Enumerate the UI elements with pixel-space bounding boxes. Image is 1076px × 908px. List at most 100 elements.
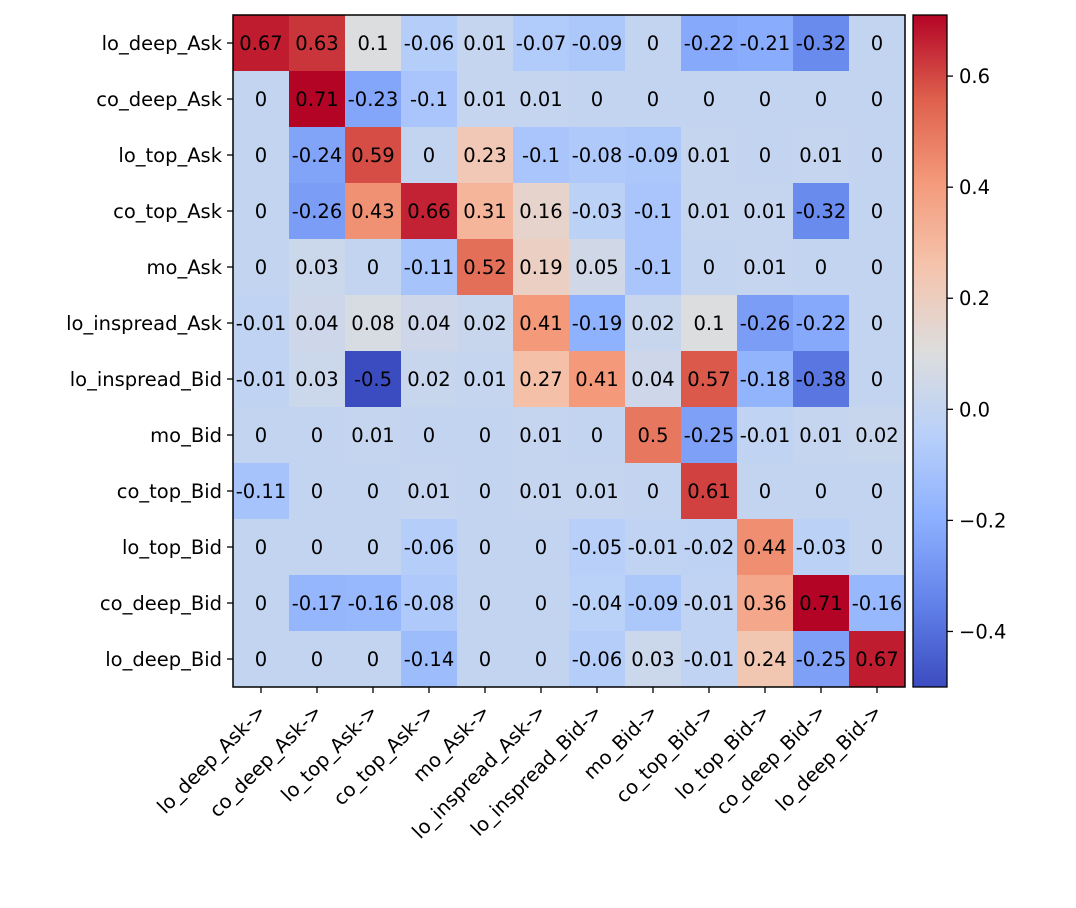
heatmap-cell [737, 295, 794, 352]
heatmap-cell [737, 239, 794, 296]
cell-value-label: -0.06 [404, 536, 454, 559]
heatmap-cell [681, 239, 738, 296]
cell-value-label: 0 [871, 536, 883, 559]
cell-value-label: -0.09 [628, 144, 678, 167]
heatmap-cell [849, 351, 906, 408]
heatmap-cell [849, 71, 906, 128]
cell-value-label: -0.05 [572, 536, 622, 559]
row-label: co_top_Bid [117, 480, 222, 503]
heatmap-cell [569, 519, 626, 576]
heatmap-cell [513, 127, 570, 184]
cell-value-label: -0.01 [684, 592, 734, 615]
heatmap-cell [737, 575, 794, 632]
cell-value-label: 0.01 [519, 480, 562, 503]
cell-value-label: 0.5 [637, 424, 668, 447]
heatmap-cell [513, 519, 570, 576]
cell-value-label: 0.03 [295, 368, 338, 391]
row-label: mo_Ask [147, 256, 223, 279]
heatmap-cell [625, 631, 682, 688]
cell-value-label: 0 [255, 536, 267, 559]
heatmap-cell [345, 575, 402, 632]
cell-value-label: -0.1 [634, 256, 672, 279]
heatmap-cell [345, 407, 402, 464]
heatmap-cell [513, 239, 570, 296]
heatmap-cell [681, 71, 738, 128]
cell-value-label: -0.17 [292, 592, 342, 615]
cell-value-label: -0.1 [522, 144, 560, 167]
heatmap-cell [457, 71, 514, 128]
cell-value-label: -0.09 [572, 32, 622, 55]
heatmap-cell [793, 463, 850, 520]
heatmap-cell [513, 295, 570, 352]
cell-value-label: 0 [871, 368, 883, 391]
heatmap-cell [345, 71, 402, 128]
cell-value-label: 0.57 [687, 368, 730, 391]
cell-value-label: 0 [871, 312, 883, 335]
cell-value-label: 0 [815, 256, 827, 279]
heatmap-cell [345, 15, 402, 72]
heatmap-cell [345, 631, 402, 688]
cell-value-label: 0 [423, 424, 435, 447]
heatmap-cell [625, 407, 682, 464]
heatmap-cell [513, 631, 570, 688]
heatmap-cell [737, 463, 794, 520]
cell-value-label: 0 [535, 592, 547, 615]
heatmap-cell [513, 575, 570, 632]
heatmap-cell [289, 519, 346, 576]
cell-value-label: 0 [871, 200, 883, 223]
heatmap-cell [625, 71, 682, 128]
cell-value-label: 0.27 [519, 368, 562, 391]
heatmap-cell [569, 351, 626, 408]
cell-value-label: 0 [255, 648, 267, 671]
cell-value-label: 0.04 [407, 312, 450, 335]
heatmap-cell [849, 575, 906, 632]
cell-value-label: -0.08 [572, 144, 622, 167]
column-label: lo_top_Ask-> [276, 700, 382, 806]
heatmap-cell [793, 407, 850, 464]
heatmap-cell [289, 183, 346, 240]
heatmap-cell [401, 351, 458, 408]
cell-value-label: 0 [479, 480, 491, 503]
cell-value-label: -0.01 [740, 424, 790, 447]
cell-value-label: 0.1 [693, 312, 724, 335]
cell-value-label: 0.04 [295, 312, 338, 335]
heatmap-cell [681, 295, 738, 352]
heatmap-cell [569, 463, 626, 520]
heatmap-cell [345, 295, 402, 352]
heatmap-cell [569, 127, 626, 184]
heatmap-cell [625, 575, 682, 632]
colorbar: −0.4 −0.2 0.0 0.2 0.4 0.6 [912, 14, 1006, 688]
heatmap-cell [345, 463, 402, 520]
heatmap-cell [457, 15, 514, 72]
heatmap-cell [513, 407, 570, 464]
cell-value-label: -0.19 [572, 312, 622, 335]
cell-value-label: -0.14 [404, 648, 454, 671]
heatmap-cell [513, 15, 570, 72]
heatmap-cell [849, 519, 906, 576]
cell-value-label: 0 [591, 424, 603, 447]
cell-value-label: 0.02 [407, 368, 450, 391]
cell-value-label: 0.01 [687, 200, 730, 223]
heatmap-cell [625, 463, 682, 520]
heatmap-cell [569, 631, 626, 688]
cell-value-label: 0 [255, 200, 267, 223]
cell-value-label: 0.01 [575, 480, 618, 503]
cell-value-label: 0 [871, 144, 883, 167]
heatmap-cell [289, 239, 346, 296]
heatmap-cell [793, 295, 850, 352]
heatmap-cell [233, 575, 290, 632]
cell-value-label: 0 [871, 88, 883, 111]
colorbar-ticks: −0.4 −0.2 0.0 0.2 0.4 0.6 [947, 65, 1006, 643]
cell-value-label: -0.11 [404, 256, 454, 279]
cell-value-label: 0 [871, 32, 883, 55]
cell-value-label: 0.01 [407, 480, 450, 503]
cell-value-label: -0.21 [740, 32, 790, 55]
heatmap-cell [289, 127, 346, 184]
heatmap-cell [401, 71, 458, 128]
heatmap-cell [233, 15, 290, 72]
cell-value-label: -0.1 [634, 200, 672, 223]
heatmap-cell [233, 519, 290, 576]
cell-value-label: -0.08 [404, 592, 454, 615]
cell-value-label: -0.18 [740, 368, 790, 391]
heatmap-cell [737, 407, 794, 464]
